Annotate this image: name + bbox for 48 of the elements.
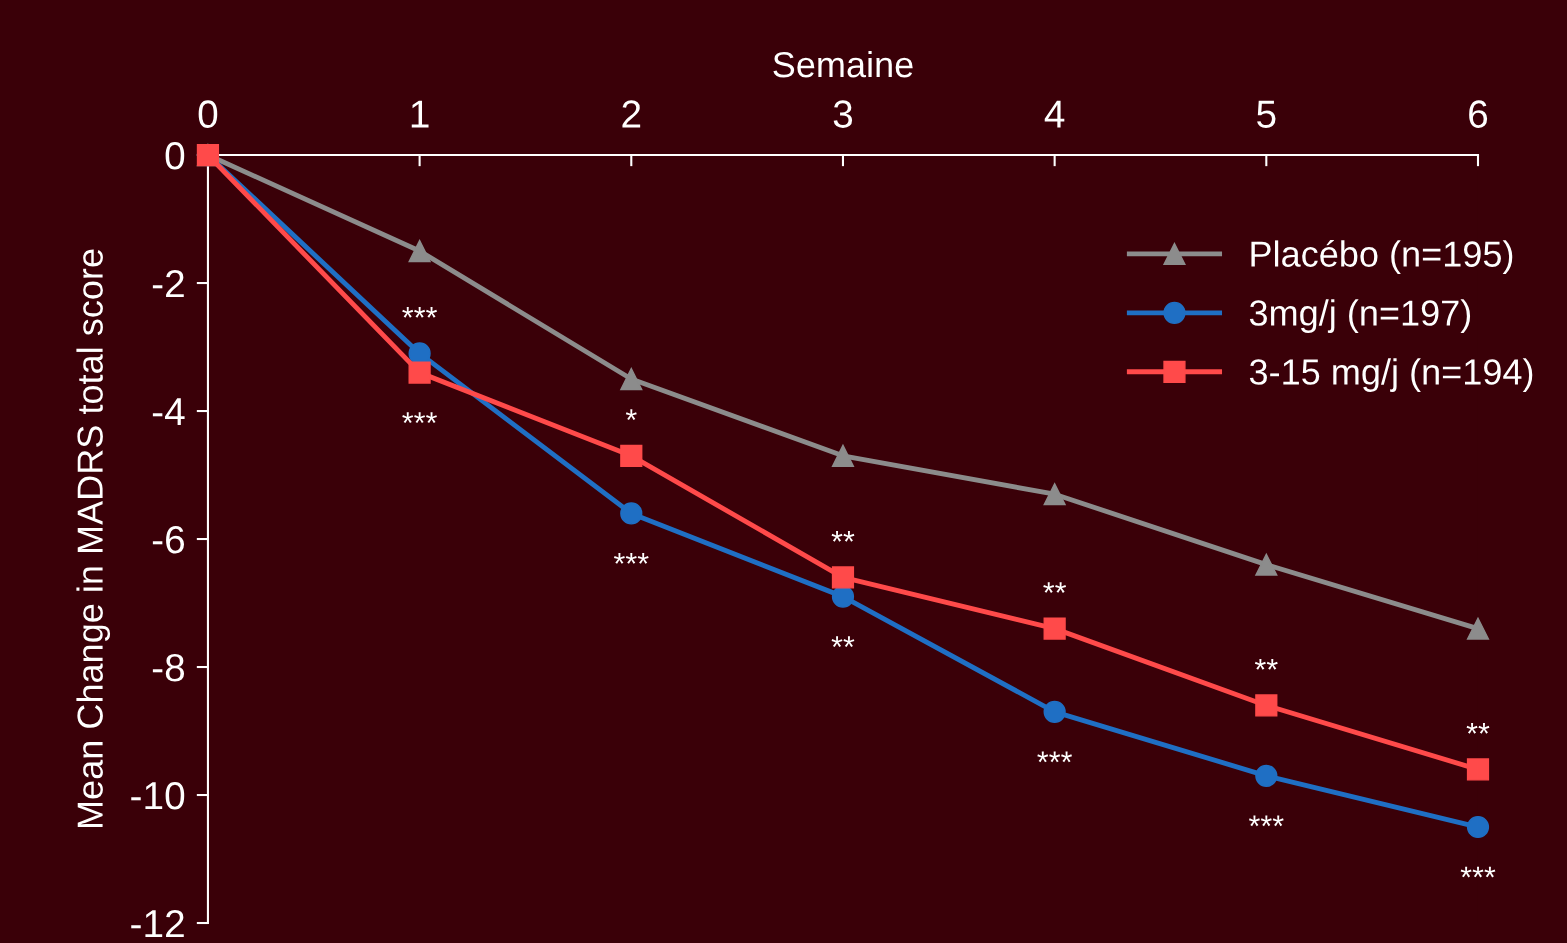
y-tick-label: -8 [152, 653, 185, 682]
point [1043, 483, 1066, 506]
y-tick-label: -4 [152, 398, 185, 426]
annotation: *** [402, 306, 437, 318]
point [1255, 553, 1278, 576]
point [1255, 764, 1278, 787]
annotation: *** [613, 553, 649, 564]
annotation: *** [1460, 866, 1496, 878]
point [1043, 700, 1066, 723]
point [1466, 758, 1490, 781]
y-tick-label: -12 [131, 909, 184, 938]
legend-label: 3-15 mg/j (n=194) [1249, 358, 1533, 392]
annotation: ** [1466, 722, 1490, 734]
x-tick-label: 3 [833, 100, 853, 128]
x-axis-title: Semaine [773, 50, 913, 78]
point [620, 444, 643, 467]
y-tick-label: 0 [165, 141, 185, 170]
y-tick-label: -2 [152, 269, 184, 298]
point [408, 361, 431, 384]
point [620, 367, 643, 391]
y-tick-label: -10 [131, 781, 185, 810]
point [1043, 617, 1066, 640]
annotation: *** [1037, 751, 1072, 763]
point [831, 566, 855, 589]
annotation: *** [1248, 815, 1284, 827]
legend-label: 3mg/j (n=197) [1249, 299, 1471, 333]
point [408, 239, 431, 263]
point [1466, 815, 1490, 839]
x-tick-label: 4 [1044, 100, 1065, 128]
annotation: *** [402, 412, 437, 424]
x-tick-label: 6 [1469, 100, 1488, 128]
annotation: ** [1043, 582, 1067, 593]
point [1466, 617, 1490, 640]
y-tick-label: -6 [152, 525, 185, 554]
annotation: ** [831, 636, 855, 647]
point [831, 444, 855, 467]
annotation: ** [1254, 658, 1278, 670]
x-tick-label: 1 [411, 100, 429, 128]
x-tick-label: 0 [198, 100, 218, 128]
x-tick-label: 5 [1257, 100, 1276, 128]
x-tick-label: 2 [622, 100, 641, 128]
annotation: ** [831, 530, 855, 542]
point [408, 342, 431, 365]
annotation: * [625, 409, 637, 421]
y-axis-title: Mean Change in MADRS total score [76, 249, 111, 828]
point [620, 502, 643, 525]
point [1255, 694, 1278, 717]
legend-label: Placébo (n=195) [1251, 239, 1513, 275]
